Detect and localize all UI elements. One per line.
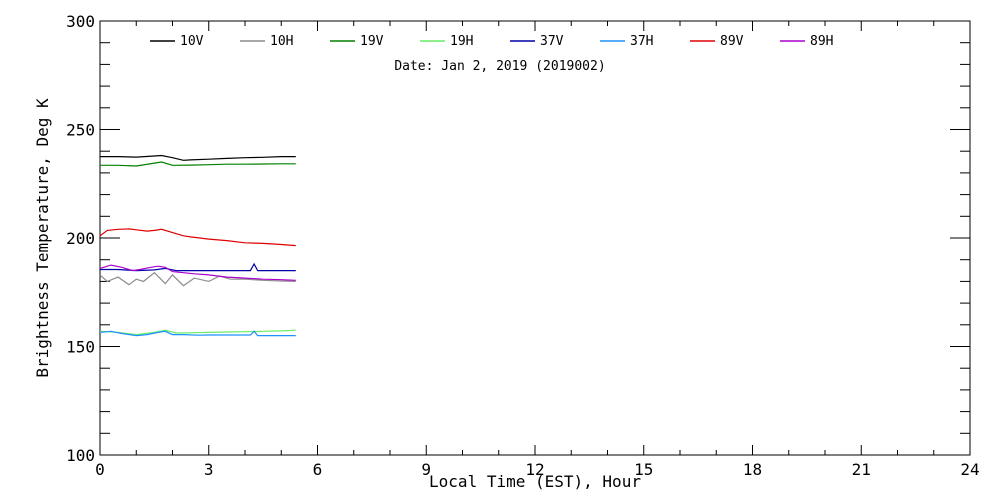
series-line-19h — [99, 329, 296, 336]
legend-label-10h: 10H — [270, 34, 293, 49]
legend-label-37h: 37H — [630, 34, 653, 49]
series-line-89h — [99, 264, 296, 281]
x-tick-label: 24 — [960, 460, 979, 479]
y-tick-label: 100 — [66, 446, 95, 465]
legend-label-89v: 89V — [720, 34, 744, 49]
plot-frame — [99, 20, 971, 456]
axis-ticks — [99, 20, 971, 456]
series-line-37v — [100, 262, 296, 272]
series-line-89v — [99, 228, 296, 247]
y-tick-label: 300 — [66, 12, 95, 31]
legend: 10V 10H 19V 19H 37V 37H 89V 89H — [150, 34, 833, 49]
legend-label-89h: 89H — [810, 34, 833, 49]
legend-label-19h: 19H — [450, 34, 473, 49]
x-tick-label: 12 — [525, 460, 544, 479]
series-line-10v — [100, 154, 296, 161]
x-tick-label: 18 — [743, 460, 762, 479]
x-tick-label: 21 — [852, 460, 871, 479]
tick-labels: 0 3 6 9 12 15 18 21 24 100 150 200 250 300 — [66, 12, 980, 479]
y-tick-label: 150 — [66, 338, 95, 357]
legend-label-37v: 37V — [540, 34, 564, 49]
x-tick-label: 6 — [313, 460, 323, 479]
chart-subtitle: Date: Jan 2, 2019 (2019002) — [394, 59, 605, 74]
data-series — [99, 154, 296, 337]
series-line-37h — [99, 330, 296, 337]
x-tick-label: 15 — [634, 460, 653, 479]
y-tick-label: 200 — [66, 229, 95, 248]
series-line-10h — [99, 271, 296, 287]
series-line-19v — [100, 161, 296, 167]
x-tick-label: 3 — [204, 460, 214, 479]
legend-label-19v: 19V — [360, 34, 384, 49]
x-axis-label: Local Time (EST), Hour — [429, 472, 641, 491]
y-tick-label: 250 — [66, 121, 95, 140]
x-tick-label: 0 — [95, 460, 105, 479]
y-axis-label: Brightness Temperature, Deg K — [33, 98, 52, 378]
legend-label-10v: 10V — [180, 34, 204, 49]
x-tick-label: 9 — [421, 460, 431, 479]
